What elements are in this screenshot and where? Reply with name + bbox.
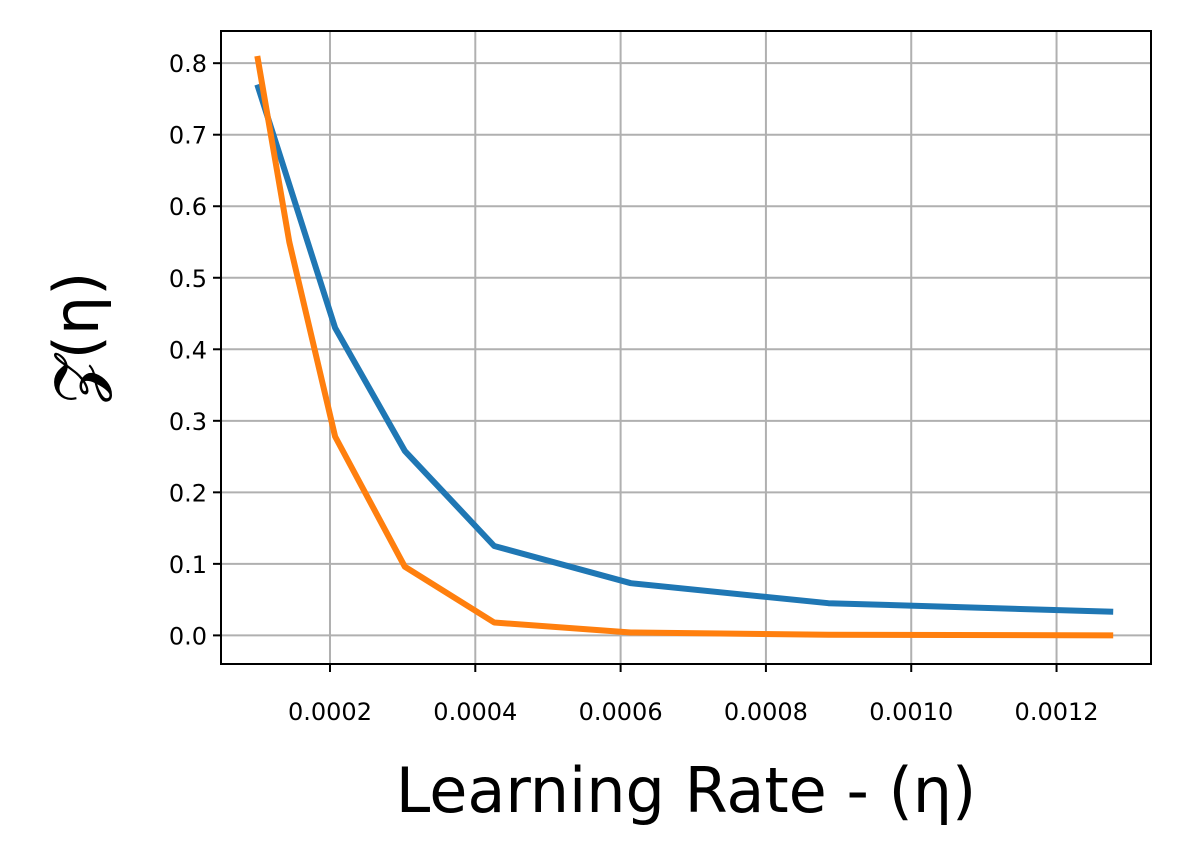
grid [221, 31, 1151, 664]
y-tick-label: 0.3 [169, 408, 207, 436]
y-tick-label: 0.4 [169, 336, 207, 364]
y-tick-label: 0.2 [169, 479, 207, 507]
y-axis-label: 𝓩(η) [40, 272, 113, 404]
x-axis-label: Learning Rate - (η) [396, 754, 977, 827]
x-tick-label: 0.0002 [288, 698, 372, 726]
x-tick-label: 0.0006 [579, 698, 663, 726]
y-tick-label: 0.8 [169, 50, 207, 78]
y-tick-label: 0.0 [169, 622, 207, 650]
y-tick-label: 0.5 [169, 265, 207, 293]
y-tick-label: 0.7 [169, 122, 207, 150]
series-line-1 [254, 83, 1114, 615]
y-tick-label: 0.6 [169, 193, 207, 221]
series-group [254, 55, 1114, 639]
x-tick-label: 0.0004 [433, 698, 517, 726]
x-tick-label: 0.0008 [724, 698, 808, 726]
plot-frame [220, 30, 1152, 665]
series-line-2 [254, 55, 1114, 639]
x-tick-label: 0.0010 [869, 698, 953, 726]
y-tick-label: 0.1 [169, 551, 207, 579]
y-axis-ticks: 0.0 0.1 0.2 0.3 0.4 0.5 0.6 0.7 0.8 [169, 50, 221, 650]
x-axis-ticks: 0.0002 0.0004 0.0006 0.0008 0.0010 0.0012 [288, 664, 1099, 726]
x-tick-label: 0.0012 [1015, 698, 1099, 726]
